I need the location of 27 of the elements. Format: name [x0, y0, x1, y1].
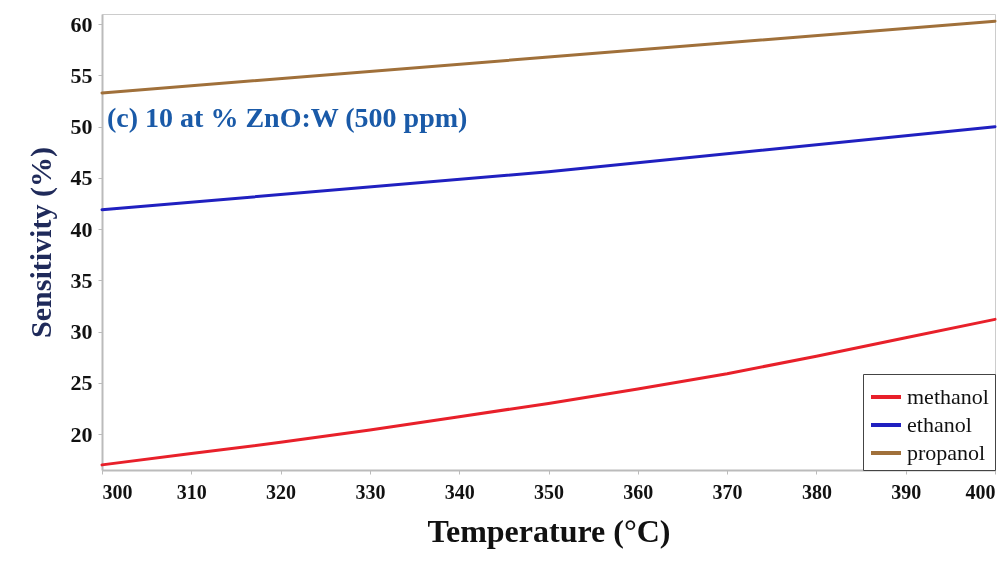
legend-label: methanol: [907, 384, 989, 409]
x-tick-label: 310: [176, 480, 207, 503]
legend-label: propanol: [907, 440, 986, 465]
y-tick-label: 60: [70, 11, 93, 37]
x-tick-label: 340: [444, 480, 475, 503]
y-tick-label: 50: [70, 114, 93, 140]
x-tick-label: 350: [534, 480, 564, 503]
x-tick-label: 380: [801, 480, 832, 503]
x-tick-label: 370: [712, 480, 743, 503]
y-tick-label: 45: [70, 165, 93, 191]
x-tick-label: 330: [355, 480, 386, 503]
legend-label: ethanol: [907, 412, 972, 437]
y-tick-label: 55: [70, 62, 93, 88]
x-tick-label: 390: [891, 480, 922, 503]
y-axis-title: Sensitivity (%): [23, 147, 58, 338]
x-tick-label: 360: [623, 480, 654, 503]
x-tick-label: 300: [102, 480, 133, 503]
y-tick-label: 30: [70, 319, 93, 345]
x-axis-title: Temperature (°C): [427, 512, 671, 549]
x-tick-label: 320: [266, 480, 297, 503]
y-tick-label: 35: [70, 267, 93, 293]
annotation: (c) 10 at % ZnO:W (500 ppm): [107, 102, 468, 133]
line-series: [100, 317, 997, 467]
y-tick-label: 40: [70, 216, 93, 242]
y-tick-label: 25: [70, 370, 93, 396]
y-tick-label: 20: [70, 421, 93, 447]
x-tick-label: 400: [965, 480, 996, 503]
